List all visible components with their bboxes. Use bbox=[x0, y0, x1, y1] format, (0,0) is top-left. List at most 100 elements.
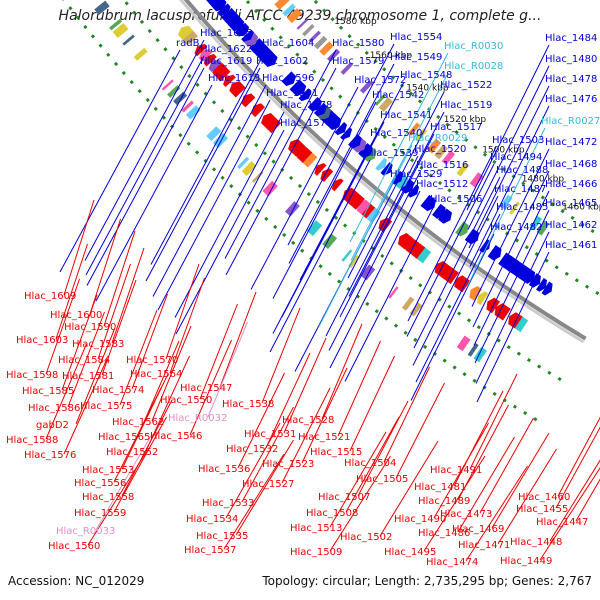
gene-label: Hlac_1554 bbox=[390, 32, 442, 43]
leader-line bbox=[45, 278, 80, 375]
leader-line bbox=[75, 328, 115, 425]
forward-gene-arrow bbox=[438, 208, 452, 224]
feature-block bbox=[341, 249, 353, 262]
leader-line bbox=[379, 440, 439, 537]
tick-label: 1580 kbp bbox=[334, 17, 377, 27]
leader-lines-layer bbox=[45, 39, 600, 562]
leader-line bbox=[157, 99, 271, 311]
gene-label: Hlac_1531 bbox=[244, 429, 296, 440]
gene-label: Hlac_1576 bbox=[24, 450, 76, 461]
leader-line bbox=[347, 91, 445, 279]
gene-label: Hlac_1540 bbox=[370, 128, 422, 139]
leader-line bbox=[415, 213, 501, 383]
leader-line bbox=[472, 170, 550, 328]
reverse-gene-arrow bbox=[469, 285, 483, 301]
leader-line bbox=[468, 85, 550, 249]
feature-block bbox=[173, 91, 188, 106]
forward-gene-arrow bbox=[455, 221, 469, 237]
gene-label: Hlac_1507 bbox=[318, 492, 370, 503]
feature-block bbox=[185, 105, 201, 120]
feature-block bbox=[161, 79, 174, 91]
leader-line bbox=[328, 171, 421, 351]
feature-block bbox=[427, 138, 442, 154]
gene-label: Hlac_R0032 bbox=[168, 413, 227, 424]
feature-block bbox=[499, 194, 513, 210]
leader-line bbox=[103, 230, 136, 327]
leader-line bbox=[199, 303, 238, 400]
leader-line bbox=[113, 386, 162, 483]
feature-block bbox=[282, 3, 296, 17]
feature-block bbox=[456, 162, 470, 177]
leader-line bbox=[225, 422, 281, 519]
gene-label: Hlac_1548 bbox=[400, 70, 452, 81]
leader-line bbox=[287, 43, 395, 246]
gene-label: Hlac_1578 bbox=[280, 100, 332, 111]
feature-block bbox=[319, 41, 334, 56]
leader-line bbox=[288, 63, 395, 264]
gene-label: Hlac_1603 bbox=[16, 335, 68, 346]
reverse-gene-arrow bbox=[241, 93, 256, 108]
leader-line bbox=[261, 307, 301, 404]
leader-line bbox=[329, 190, 421, 369]
leader-line bbox=[235, 439, 294, 536]
feature-block bbox=[467, 342, 479, 357]
leader-line bbox=[406, 163, 495, 337]
feature-block bbox=[181, 100, 194, 113]
leader-line bbox=[265, 352, 311, 449]
feature-block bbox=[212, 132, 229, 149]
leader-line bbox=[575, 478, 600, 522]
accession-text: Accession: NC_012029 bbox=[8, 574, 145, 588]
feature-block bbox=[122, 34, 135, 46]
gene-label: Hlac_1471 bbox=[458, 540, 510, 551]
gene-label: Hlac_1570 bbox=[126, 355, 178, 366]
feature-block bbox=[284, 201, 300, 217]
leader-line bbox=[95, 434, 152, 531]
leader-line bbox=[339, 133, 435, 318]
leader-line bbox=[469, 373, 518, 470]
leader-line bbox=[407, 146, 497, 322]
leader-line bbox=[557, 416, 600, 497]
leader-line bbox=[344, 205, 435, 382]
gene-label: Hlac_1480 bbox=[545, 54, 597, 65]
leader-line bbox=[329, 455, 391, 552]
gene-label: Hlac_1506 bbox=[430, 194, 482, 205]
gene-label: Hlac_1529 bbox=[390, 169, 442, 180]
feature-block bbox=[296, 18, 309, 30]
gene-label: Hlac_R0029 bbox=[408, 133, 467, 144]
leader-line bbox=[89, 218, 121, 315]
leader-line bbox=[59, 49, 181, 273]
leader-line bbox=[476, 251, 550, 403]
backbone-layer bbox=[179, 0, 587, 344]
gene-label: Hlac_1512 bbox=[416, 179, 468, 190]
backbone-arc bbox=[183, 0, 587, 341]
feature-block bbox=[456, 335, 471, 352]
gene-label: Hlac_1562 bbox=[112, 417, 164, 428]
gene-label: Hlac_1513 bbox=[290, 523, 342, 534]
gene-label: Hlac_1503 bbox=[492, 135, 544, 146]
gene-label: Hlac_1505 bbox=[356, 474, 408, 485]
feature-block bbox=[359, 80, 373, 94]
leader-line bbox=[95, 84, 213, 302]
gene-label: Hlac_1521 bbox=[298, 432, 350, 443]
gene-label: Hlac_1553 bbox=[82, 465, 134, 476]
gene-label: Hlac_1564 bbox=[130, 369, 182, 380]
gene-label: Hlac_1622 bbox=[200, 44, 252, 55]
forward-gene-arrow bbox=[313, 102, 327, 117]
leader-line bbox=[241, 406, 294, 503]
leader-line bbox=[131, 293, 168, 390]
tick-label: 1540 kbp bbox=[406, 84, 449, 94]
forward-gene-arrow bbox=[536, 277, 547, 292]
leader-line bbox=[113, 416, 167, 513]
gene-label: Hlac_R0027 bbox=[541, 116, 600, 127]
leader-line bbox=[87, 449, 148, 546]
gene-label: Hlac_1481 bbox=[414, 482, 466, 493]
gene-label: Hlac_1447 bbox=[536, 517, 588, 528]
forward-gene-arrow bbox=[358, 142, 373, 159]
forward-gene-arrow bbox=[241, 29, 254, 42]
leader-line bbox=[321, 323, 363, 420]
gene-label: Hlac_1468 bbox=[545, 159, 597, 170]
leader-line bbox=[325, 155, 419, 337]
leader-line bbox=[281, 387, 331, 484]
gene-label: Hlac_1591 bbox=[266, 88, 318, 99]
